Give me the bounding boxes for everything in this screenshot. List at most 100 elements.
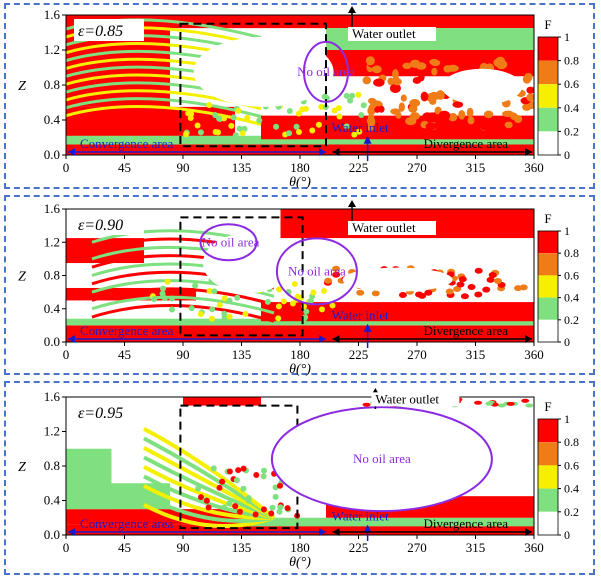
droplet [253,472,260,479]
droplet [482,286,491,293]
droplet [235,107,242,114]
void-region [442,68,522,105]
colorbar-tick-label: 0.4 [564,291,579,305]
droplet [276,286,283,293]
convergence-arrowhead-left [68,335,75,343]
droplet [315,121,322,128]
water-outlet-label: Water outlet [352,26,416,41]
droplet [372,65,382,74]
divergence-arrowhead-left [332,528,340,536]
colorbar-tick-label: 1 [564,224,570,238]
droplet [318,306,325,313]
droplet [510,112,518,120]
droplet [286,108,293,115]
droplet [358,112,365,119]
colorbar-segment [538,419,558,443]
droplet [495,120,502,131]
colorbar-segment [538,231,558,254]
no-oil-label: No oil area [297,64,355,79]
colorbar-segment [538,37,558,61]
panel-eps-095: 0 45 90 135 180 225 270 315 360 θ(°) 0.0 0.4 0.8 1.2 1… [4,381,595,575]
droplet [521,398,530,403]
x-tick-label: 135 [232,160,252,175]
colorbar-segment [538,511,558,535]
droplet [428,91,440,101]
droplet [387,77,394,86]
droplet [277,504,284,511]
droplet [252,511,259,518]
droplet [524,72,533,82]
no-oil-ellipse [199,223,258,262]
dashed-region [179,216,304,337]
x-tick-label: 360 [524,160,544,175]
film-top-left [183,397,261,406]
droplet [506,401,515,406]
heatmap-panel-1: 0 45 90 135 180 225 270 315 360 θ(°) 0.0 0.4 0.8 1.2 1… [18,6,579,190]
droplet [458,110,466,120]
inlet-arrowhead [363,135,372,144]
droplet [151,296,158,303]
droplet [373,78,385,87]
droplet [365,56,375,66]
droplet [272,493,279,500]
droplet [378,105,385,113]
droplet [264,298,271,305]
colorbar-tick-label: 0.8 [564,54,579,68]
title-box [74,401,144,423]
droplet [433,121,446,130]
convergence-label: Convergence area [80,323,173,338]
y-tick-label: 0.8 [44,77,60,92]
droplet [497,403,506,408]
droplet [488,272,497,279]
droplet [480,121,492,131]
colorbar-tick-label: 0.2 [564,124,579,138]
droplet [240,485,247,492]
water-outlet-label: Water outlet [375,391,439,406]
x-tick-label: 0 [63,160,70,175]
droplet [307,297,314,304]
x-tick-label: 315 [466,540,486,555]
droplet [398,102,405,112]
water-inlet-label: Water inlet [332,308,389,323]
x-tick-label: 315 [466,160,486,175]
void-region [342,267,453,292]
colorbar-frame [537,36,559,156]
droplet [474,267,483,274]
droplet [515,66,523,76]
droplet [448,112,458,122]
droplet [221,504,228,511]
film-band-green [248,517,534,527]
droplet [467,283,476,290]
droplet [198,494,205,501]
x-tick-label: 225 [349,160,369,175]
droplet [260,467,267,474]
divergence-label: Divergence area [424,516,509,531]
colorbar-tick-label: 0 [564,335,570,349]
droplet [321,287,328,294]
droplet [519,284,528,291]
colorbar-tick-label: 0.2 [564,505,579,519]
droplet [456,281,465,288]
no-oil-label: No oil area [288,263,346,278]
droplet [221,310,228,317]
colorbar-segment [538,131,558,155]
colorbar-segment [538,107,558,132]
droplet [239,130,246,137]
droplet [275,315,282,322]
droplet [329,302,336,309]
droplet [195,485,202,492]
droplet [474,400,483,405]
droplet [422,112,433,121]
title-box [74,19,144,41]
droplet [245,495,252,502]
colorbar-tick-label: 0.4 [564,101,579,115]
no-oil-label: No oil area [202,234,260,249]
colorbar-segment [538,60,558,85]
streak [66,97,262,118]
streak [91,287,275,307]
colorbar-segment [538,319,558,342]
x-tick-label: 180 [290,347,310,362]
droplet [466,107,474,118]
droplet [367,117,376,128]
droplet [295,110,302,117]
